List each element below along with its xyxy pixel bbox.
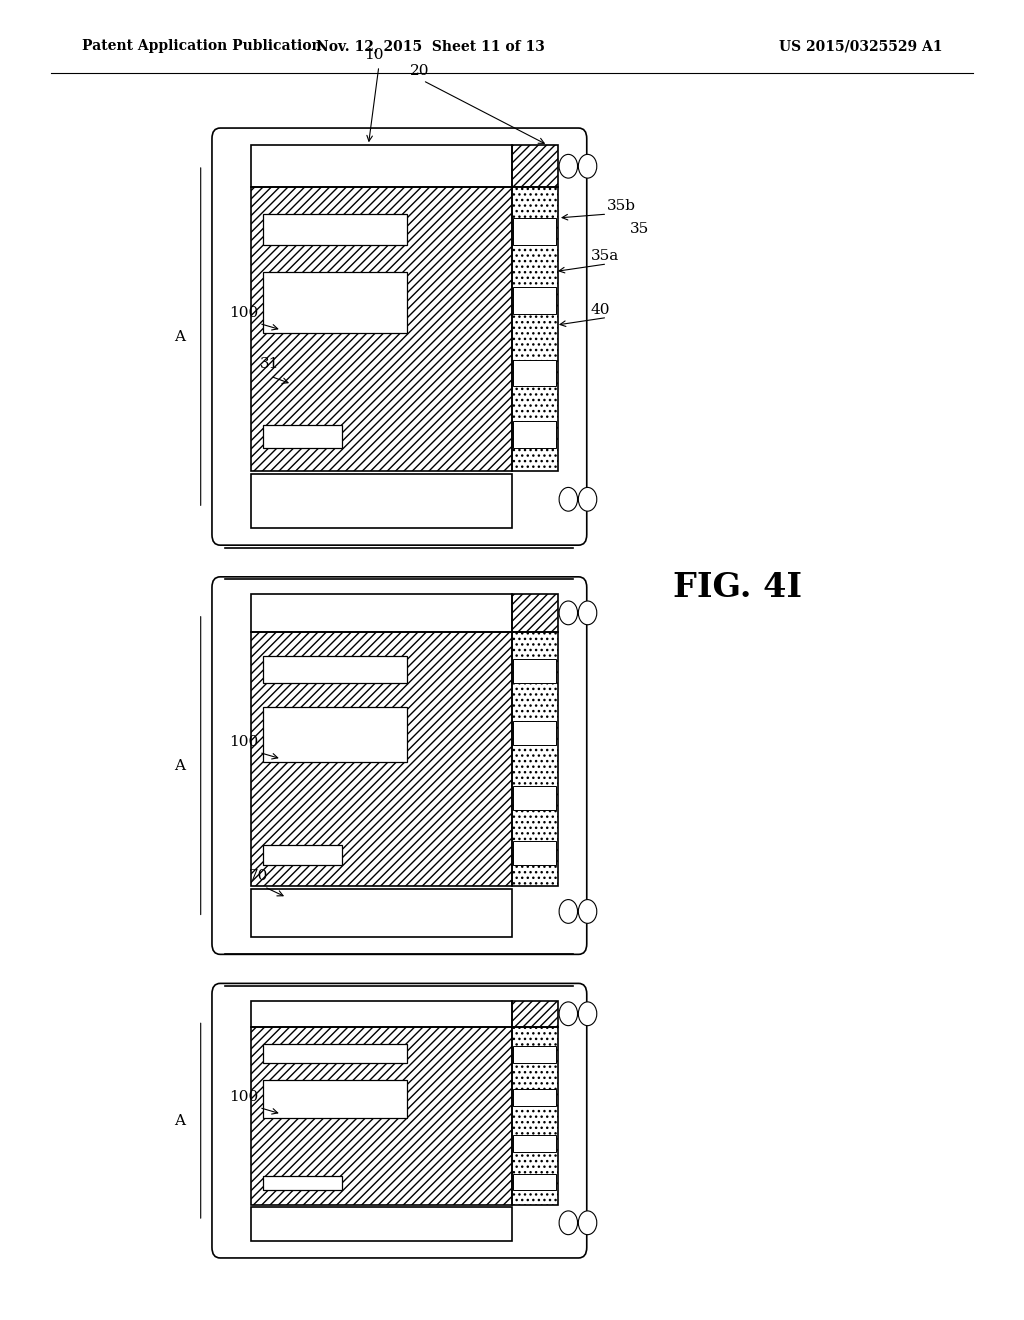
Circle shape [579, 487, 597, 511]
Circle shape [559, 900, 578, 924]
Bar [251, 1001, 512, 1027]
Text: A: A [174, 759, 184, 772]
Text: 35b: 35b [607, 199, 636, 214]
Text: FIG. 4I: FIG. 4I [673, 570, 802, 605]
Bar [513, 841, 556, 865]
Text: A: A [174, 1114, 184, 1127]
Bar [251, 187, 512, 471]
Bar [251, 890, 512, 937]
Bar [251, 1208, 512, 1241]
Bar [512, 594, 558, 632]
Bar [513, 787, 556, 810]
Circle shape [579, 154, 597, 178]
Bar [251, 474, 512, 528]
Bar [263, 1080, 407, 1118]
Text: 35a: 35a [591, 249, 620, 263]
Bar [263, 425, 342, 447]
Bar [513, 1135, 556, 1152]
Bar [513, 1173, 556, 1191]
Bar [513, 218, 556, 244]
Text: US 2015/0325529 A1: US 2015/0325529 A1 [778, 40, 942, 53]
Bar [513, 421, 556, 447]
Circle shape [579, 900, 597, 924]
Bar [263, 1044, 407, 1063]
Circle shape [559, 487, 578, 511]
Bar [513, 659, 556, 684]
Bar [512, 187, 558, 471]
Bar [251, 145, 512, 187]
Bar [251, 632, 512, 886]
Circle shape [559, 1210, 578, 1234]
Text: 40: 40 [591, 302, 610, 317]
FancyBboxPatch shape [212, 577, 587, 954]
Text: 100: 100 [229, 735, 259, 748]
Bar [263, 656, 407, 684]
Text: 100: 100 [229, 1090, 259, 1104]
Text: 20: 20 [410, 65, 430, 78]
Text: A: A [174, 330, 184, 343]
Bar [263, 272, 407, 333]
Bar [263, 1176, 342, 1191]
Circle shape [579, 601, 597, 624]
Circle shape [559, 1002, 578, 1026]
Bar [263, 845, 342, 865]
Bar [513, 721, 556, 744]
Bar [513, 359, 556, 387]
Bar [263, 214, 407, 244]
Bar [513, 286, 556, 314]
Circle shape [579, 1210, 597, 1234]
Bar [251, 1027, 512, 1205]
Bar [513, 1089, 556, 1106]
Circle shape [559, 601, 578, 624]
FancyBboxPatch shape [212, 128, 587, 545]
Bar [512, 632, 558, 886]
Bar [251, 594, 512, 632]
Circle shape [559, 154, 578, 178]
Bar [512, 1027, 558, 1205]
Text: 70: 70 [249, 869, 268, 883]
FancyBboxPatch shape [212, 983, 587, 1258]
Text: 100: 100 [229, 306, 259, 319]
Text: Nov. 12, 2015  Sheet 11 of 13: Nov. 12, 2015 Sheet 11 of 13 [315, 40, 545, 53]
Bar [512, 145, 558, 187]
Bar [513, 1047, 556, 1063]
Text: 35: 35 [630, 222, 649, 236]
Text: 10: 10 [364, 49, 384, 62]
Text: 31: 31 [260, 358, 280, 371]
Circle shape [579, 1002, 597, 1026]
Text: Patent Application Publication: Patent Application Publication [82, 40, 322, 53]
Bar [263, 708, 407, 762]
Bar [512, 1001, 558, 1027]
